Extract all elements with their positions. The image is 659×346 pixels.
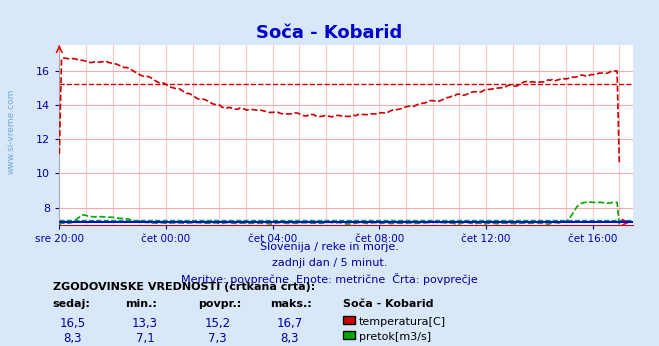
Text: www.si-vreme.com: www.si-vreme.com (7, 89, 16, 174)
Text: povpr.:: povpr.: (198, 299, 241, 309)
Text: Meritve: povprečne  Enote: metrične  Črta: povprečje: Meritve: povprečne Enote: metrične Črta:… (181, 273, 478, 285)
Text: ZGODOVINSKE VREDNOSTI (črtkana črta):: ZGODOVINSKE VREDNOSTI (črtkana črta): (53, 282, 315, 292)
Text: Slovenija / reke in morje.: Slovenija / reke in morje. (260, 242, 399, 252)
Text: 13,3: 13,3 (132, 317, 158, 330)
Text: min.:: min.: (125, 299, 157, 309)
Text: maks.:: maks.: (270, 299, 312, 309)
Text: Soča - Kobarid: Soča - Kobarid (343, 299, 433, 309)
Text: pretok[m3/s]: pretok[m3/s] (359, 332, 431, 342)
Text: 16,7: 16,7 (277, 317, 303, 330)
Text: sedaj:: sedaj: (53, 299, 90, 309)
Text: 16,5: 16,5 (59, 317, 86, 330)
Text: temperatura[C]: temperatura[C] (359, 317, 446, 327)
Text: zadnji dan / 5 minut.: zadnji dan / 5 minut. (272, 258, 387, 268)
Text: 8,3: 8,3 (63, 332, 82, 345)
Text: 8,3: 8,3 (281, 332, 299, 345)
Text: 15,2: 15,2 (204, 317, 231, 330)
Text: 7,1: 7,1 (136, 332, 154, 345)
Text: 7,3: 7,3 (208, 332, 227, 345)
Text: Soča - Kobarid: Soča - Kobarid (256, 24, 403, 42)
